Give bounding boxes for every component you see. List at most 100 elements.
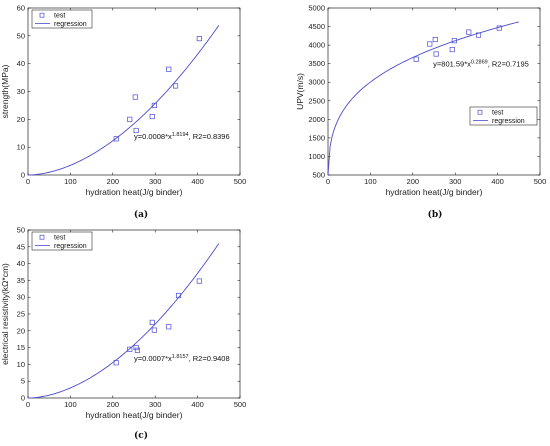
y-tick-label: 50 bbox=[17, 31, 25, 40]
y-tick-label: 1000 bbox=[308, 152, 325, 161]
plot-frame bbox=[27, 229, 241, 399]
test-point bbox=[173, 83, 179, 89]
x-tick-label: 500 bbox=[534, 177, 547, 186]
test-point bbox=[133, 127, 139, 134]
legend-marker-test bbox=[39, 234, 45, 240]
test-point bbox=[196, 278, 202, 284]
test-point bbox=[133, 345, 139, 351]
x-axis-label: hydration heat(J/g binder) bbox=[86, 187, 183, 197]
regression-equation: y=0.0008*x1.8194, R2=0.8396 bbox=[134, 132, 230, 141]
regression-line bbox=[27, 25, 220, 176]
test-point bbox=[451, 38, 457, 44]
legend-label-test: test bbox=[54, 13, 65, 20]
test-point bbox=[127, 116, 133, 122]
x-tick-label: 100 bbox=[64, 177, 77, 186]
x-tick-label: 500 bbox=[234, 177, 247, 186]
test-point bbox=[127, 346, 133, 352]
y-tick-label: 60 bbox=[17, 4, 25, 13]
x-tick-label: 200 bbox=[107, 177, 120, 186]
y-tick-label: 45 bbox=[17, 242, 25, 251]
panel-label: (c) bbox=[134, 430, 148, 441]
y-axis-label: strength(MPa) bbox=[0, 64, 10, 118]
y-tick-label: 30 bbox=[17, 87, 25, 96]
panel-label: (b) bbox=[428, 209, 443, 220]
y-tick-label: 4500 bbox=[308, 22, 325, 31]
x-tick-label: 200 bbox=[407, 177, 420, 186]
x-axis-label: hydration heat(J/g binder) bbox=[386, 187, 483, 197]
test-point bbox=[149, 113, 155, 120]
legend-label-test: test bbox=[492, 110, 503, 117]
plot-frame bbox=[327, 7, 541, 176]
y-tick-label: 3500 bbox=[308, 59, 325, 68]
test-point bbox=[166, 66, 172, 72]
x-tick-label: 0 bbox=[326, 177, 330, 186]
regression-line bbox=[27, 243, 220, 399]
y-tick-label: 50 bbox=[17, 226, 25, 235]
test-point bbox=[475, 32, 482, 38]
y-tick-label: 1500 bbox=[308, 133, 325, 142]
x-tick-label: 300 bbox=[149, 400, 162, 409]
test-point bbox=[433, 51, 439, 57]
x-axis-label: hydration heat(J/g binder) bbox=[86, 410, 183, 420]
test-point bbox=[449, 47, 455, 53]
legend-label-regression: regression bbox=[54, 243, 87, 250]
y-axis-label: UPV(m/s) bbox=[295, 73, 305, 110]
test-point bbox=[151, 102, 157, 108]
y-tick-label: 10 bbox=[17, 360, 25, 369]
test-point bbox=[496, 25, 502, 31]
test-point bbox=[132, 94, 138, 100]
chart-panel-3: 0 100 200 300 400 500 0 5 10 15 20 25 30 35 40 45 50 hydr… bbox=[0, 226, 246, 442]
y-tick-label: 2500 bbox=[308, 96, 325, 105]
x-tick-label: 0 bbox=[26, 177, 30, 186]
legend-label-regression: regression bbox=[492, 118, 525, 125]
test-point bbox=[113, 136, 119, 142]
y-tick-label: 40 bbox=[17, 59, 25, 68]
y-tick-label: 35 bbox=[17, 276, 25, 285]
test-point bbox=[113, 360, 119, 366]
x-tick-label: 400 bbox=[191, 177, 204, 186]
x-tick-label: 100 bbox=[64, 400, 77, 409]
plot-frame bbox=[27, 7, 241, 176]
chart-panel-2: 0 100 200 300 400 500 500 1000 1500 2000 2500 3000 3… bbox=[295, 4, 546, 221]
x-tick-label: 100 bbox=[364, 177, 377, 186]
test-point bbox=[151, 327, 157, 333]
y-tick-label: 3000 bbox=[308, 78, 325, 87]
x-tick-label: 500 bbox=[234, 400, 247, 409]
test-point bbox=[134, 347, 140, 353]
x-tick-label: 300 bbox=[149, 177, 162, 186]
regression-line bbox=[327, 21, 519, 176]
y-tick-label: 15 bbox=[17, 343, 25, 352]
y-tick-label: 0 bbox=[21, 394, 25, 403]
panel-label: (a) bbox=[134, 209, 148, 220]
test-point bbox=[175, 292, 182, 299]
test-point bbox=[196, 36, 202, 42]
x-tick-label: 400 bbox=[491, 177, 504, 186]
test-point bbox=[427, 41, 433, 47]
test-point bbox=[432, 36, 438, 43]
test-point bbox=[413, 56, 419, 62]
y-tick-label: 2000 bbox=[308, 115, 325, 124]
x-tick-label: 400 bbox=[191, 400, 204, 409]
y-tick-label: 25 bbox=[17, 310, 25, 319]
legend-label-test: test bbox=[54, 235, 65, 242]
legend-label-regression: regression bbox=[54, 21, 87, 28]
legend-marker-test bbox=[39, 12, 45, 18]
regression-equation: y=0.0007*x1.8157, R2=0.9408 bbox=[134, 354, 230, 363]
y-tick-label: 5000 bbox=[308, 4, 325, 13]
y-tick-label: 4000 bbox=[308, 41, 325, 50]
y-tick-label: 20 bbox=[17, 115, 25, 124]
y-tick-label: 10 bbox=[17, 143, 25, 152]
test-point bbox=[149, 319, 155, 325]
x-tick-label: 200 bbox=[107, 400, 120, 409]
y-tick-label: 20 bbox=[17, 326, 25, 335]
x-tick-label: 300 bbox=[449, 177, 462, 186]
y-tick-label: 30 bbox=[17, 293, 25, 302]
y-axis-label: electrical resistivity(kΩ*cm) bbox=[0, 263, 10, 365]
chart-panel-1: 0 100 200 300 400 500 0 10 20 30 40 50 60 hydration h… bbox=[0, 4, 246, 221]
test-point bbox=[466, 29, 472, 35]
x-tick-label: 0 bbox=[26, 400, 30, 409]
